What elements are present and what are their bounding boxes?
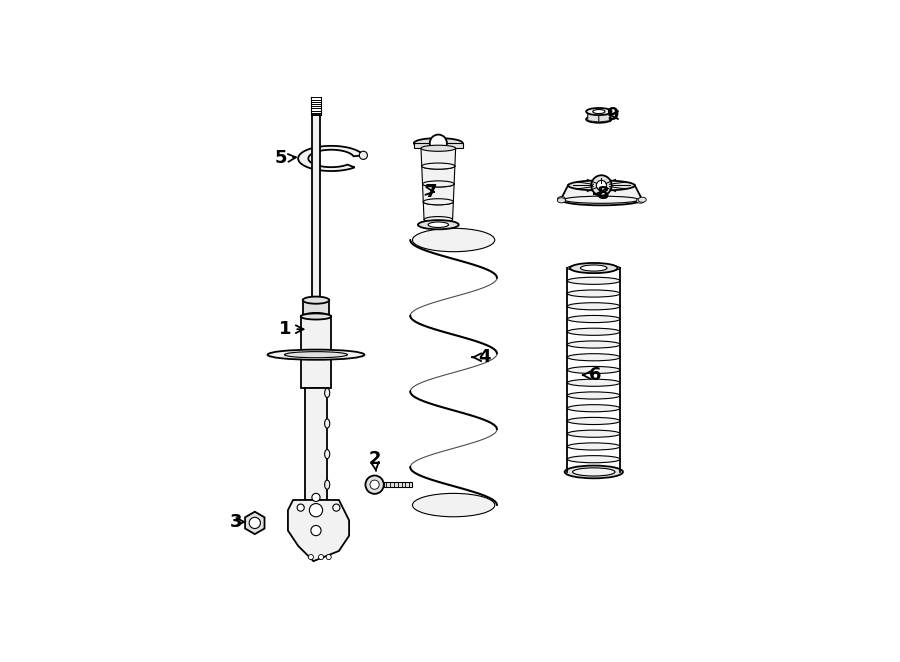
- Circle shape: [297, 504, 304, 511]
- Text: 3: 3: [230, 513, 245, 531]
- Ellipse shape: [567, 392, 620, 399]
- Text: 6: 6: [583, 366, 601, 384]
- Polygon shape: [414, 143, 463, 148]
- Polygon shape: [561, 185, 643, 200]
- Ellipse shape: [325, 449, 329, 459]
- Ellipse shape: [301, 313, 331, 320]
- Ellipse shape: [422, 181, 454, 187]
- Circle shape: [312, 493, 320, 502]
- Circle shape: [333, 504, 340, 511]
- Text: 2: 2: [368, 450, 381, 471]
- Text: 4: 4: [472, 348, 490, 366]
- Circle shape: [359, 151, 367, 160]
- Text: 5: 5: [275, 150, 296, 167]
- Text: 9: 9: [607, 106, 619, 124]
- Polygon shape: [422, 184, 454, 202]
- Polygon shape: [383, 482, 412, 487]
- Polygon shape: [301, 316, 331, 388]
- Polygon shape: [588, 113, 598, 122]
- Ellipse shape: [567, 443, 620, 450]
- Text: 1: 1: [279, 320, 303, 338]
- Ellipse shape: [567, 341, 620, 348]
- Ellipse shape: [412, 493, 495, 517]
- Ellipse shape: [414, 138, 463, 148]
- Ellipse shape: [586, 108, 612, 115]
- Ellipse shape: [325, 389, 329, 397]
- Ellipse shape: [267, 350, 365, 360]
- Polygon shape: [305, 388, 328, 500]
- Circle shape: [370, 480, 379, 489]
- Ellipse shape: [557, 198, 565, 203]
- Ellipse shape: [302, 313, 329, 320]
- Ellipse shape: [557, 197, 565, 202]
- Ellipse shape: [567, 367, 620, 373]
- Circle shape: [310, 504, 322, 517]
- Circle shape: [429, 134, 447, 152]
- Ellipse shape: [567, 290, 620, 297]
- Ellipse shape: [421, 145, 455, 152]
- Ellipse shape: [561, 194, 643, 205]
- Polygon shape: [245, 512, 265, 534]
- Ellipse shape: [302, 297, 329, 304]
- Ellipse shape: [567, 328, 620, 336]
- Polygon shape: [302, 300, 329, 316]
- Ellipse shape: [580, 265, 607, 271]
- Polygon shape: [288, 500, 349, 561]
- Ellipse shape: [567, 418, 620, 424]
- Circle shape: [591, 175, 612, 196]
- Ellipse shape: [423, 199, 454, 205]
- Ellipse shape: [567, 265, 620, 271]
- Ellipse shape: [422, 163, 454, 169]
- Ellipse shape: [564, 465, 623, 479]
- Polygon shape: [423, 202, 454, 220]
- Ellipse shape: [636, 198, 644, 203]
- Polygon shape: [588, 109, 598, 118]
- Ellipse shape: [638, 197, 646, 203]
- Polygon shape: [422, 166, 454, 184]
- Polygon shape: [598, 109, 610, 118]
- Ellipse shape: [563, 196, 639, 203]
- Text: 7: 7: [425, 183, 436, 201]
- Ellipse shape: [424, 216, 453, 222]
- Circle shape: [310, 526, 321, 536]
- Circle shape: [309, 555, 313, 559]
- Ellipse shape: [428, 222, 448, 228]
- Circle shape: [249, 517, 260, 528]
- Ellipse shape: [593, 109, 605, 114]
- Ellipse shape: [567, 404, 620, 412]
- Ellipse shape: [567, 430, 620, 438]
- Ellipse shape: [423, 199, 454, 205]
- Ellipse shape: [422, 181, 454, 187]
- Ellipse shape: [567, 379, 620, 387]
- Ellipse shape: [586, 116, 612, 122]
- Ellipse shape: [284, 352, 347, 357]
- Ellipse shape: [422, 163, 454, 169]
- Ellipse shape: [412, 228, 495, 252]
- Polygon shape: [312, 115, 319, 316]
- Circle shape: [365, 475, 383, 494]
- Ellipse shape: [567, 303, 620, 310]
- Ellipse shape: [572, 468, 615, 476]
- Ellipse shape: [567, 455, 620, 463]
- Circle shape: [319, 555, 324, 559]
- Ellipse shape: [418, 220, 459, 229]
- Ellipse shape: [568, 180, 634, 191]
- Text: 8: 8: [594, 185, 609, 203]
- Circle shape: [597, 180, 607, 191]
- Ellipse shape: [325, 419, 329, 428]
- Polygon shape: [421, 148, 455, 166]
- Ellipse shape: [570, 263, 617, 273]
- Polygon shape: [298, 146, 364, 171]
- Ellipse shape: [567, 316, 620, 322]
- Ellipse shape: [567, 277, 620, 285]
- Ellipse shape: [567, 354, 620, 361]
- Circle shape: [326, 555, 331, 559]
- Polygon shape: [598, 113, 610, 122]
- Ellipse shape: [325, 480, 329, 489]
